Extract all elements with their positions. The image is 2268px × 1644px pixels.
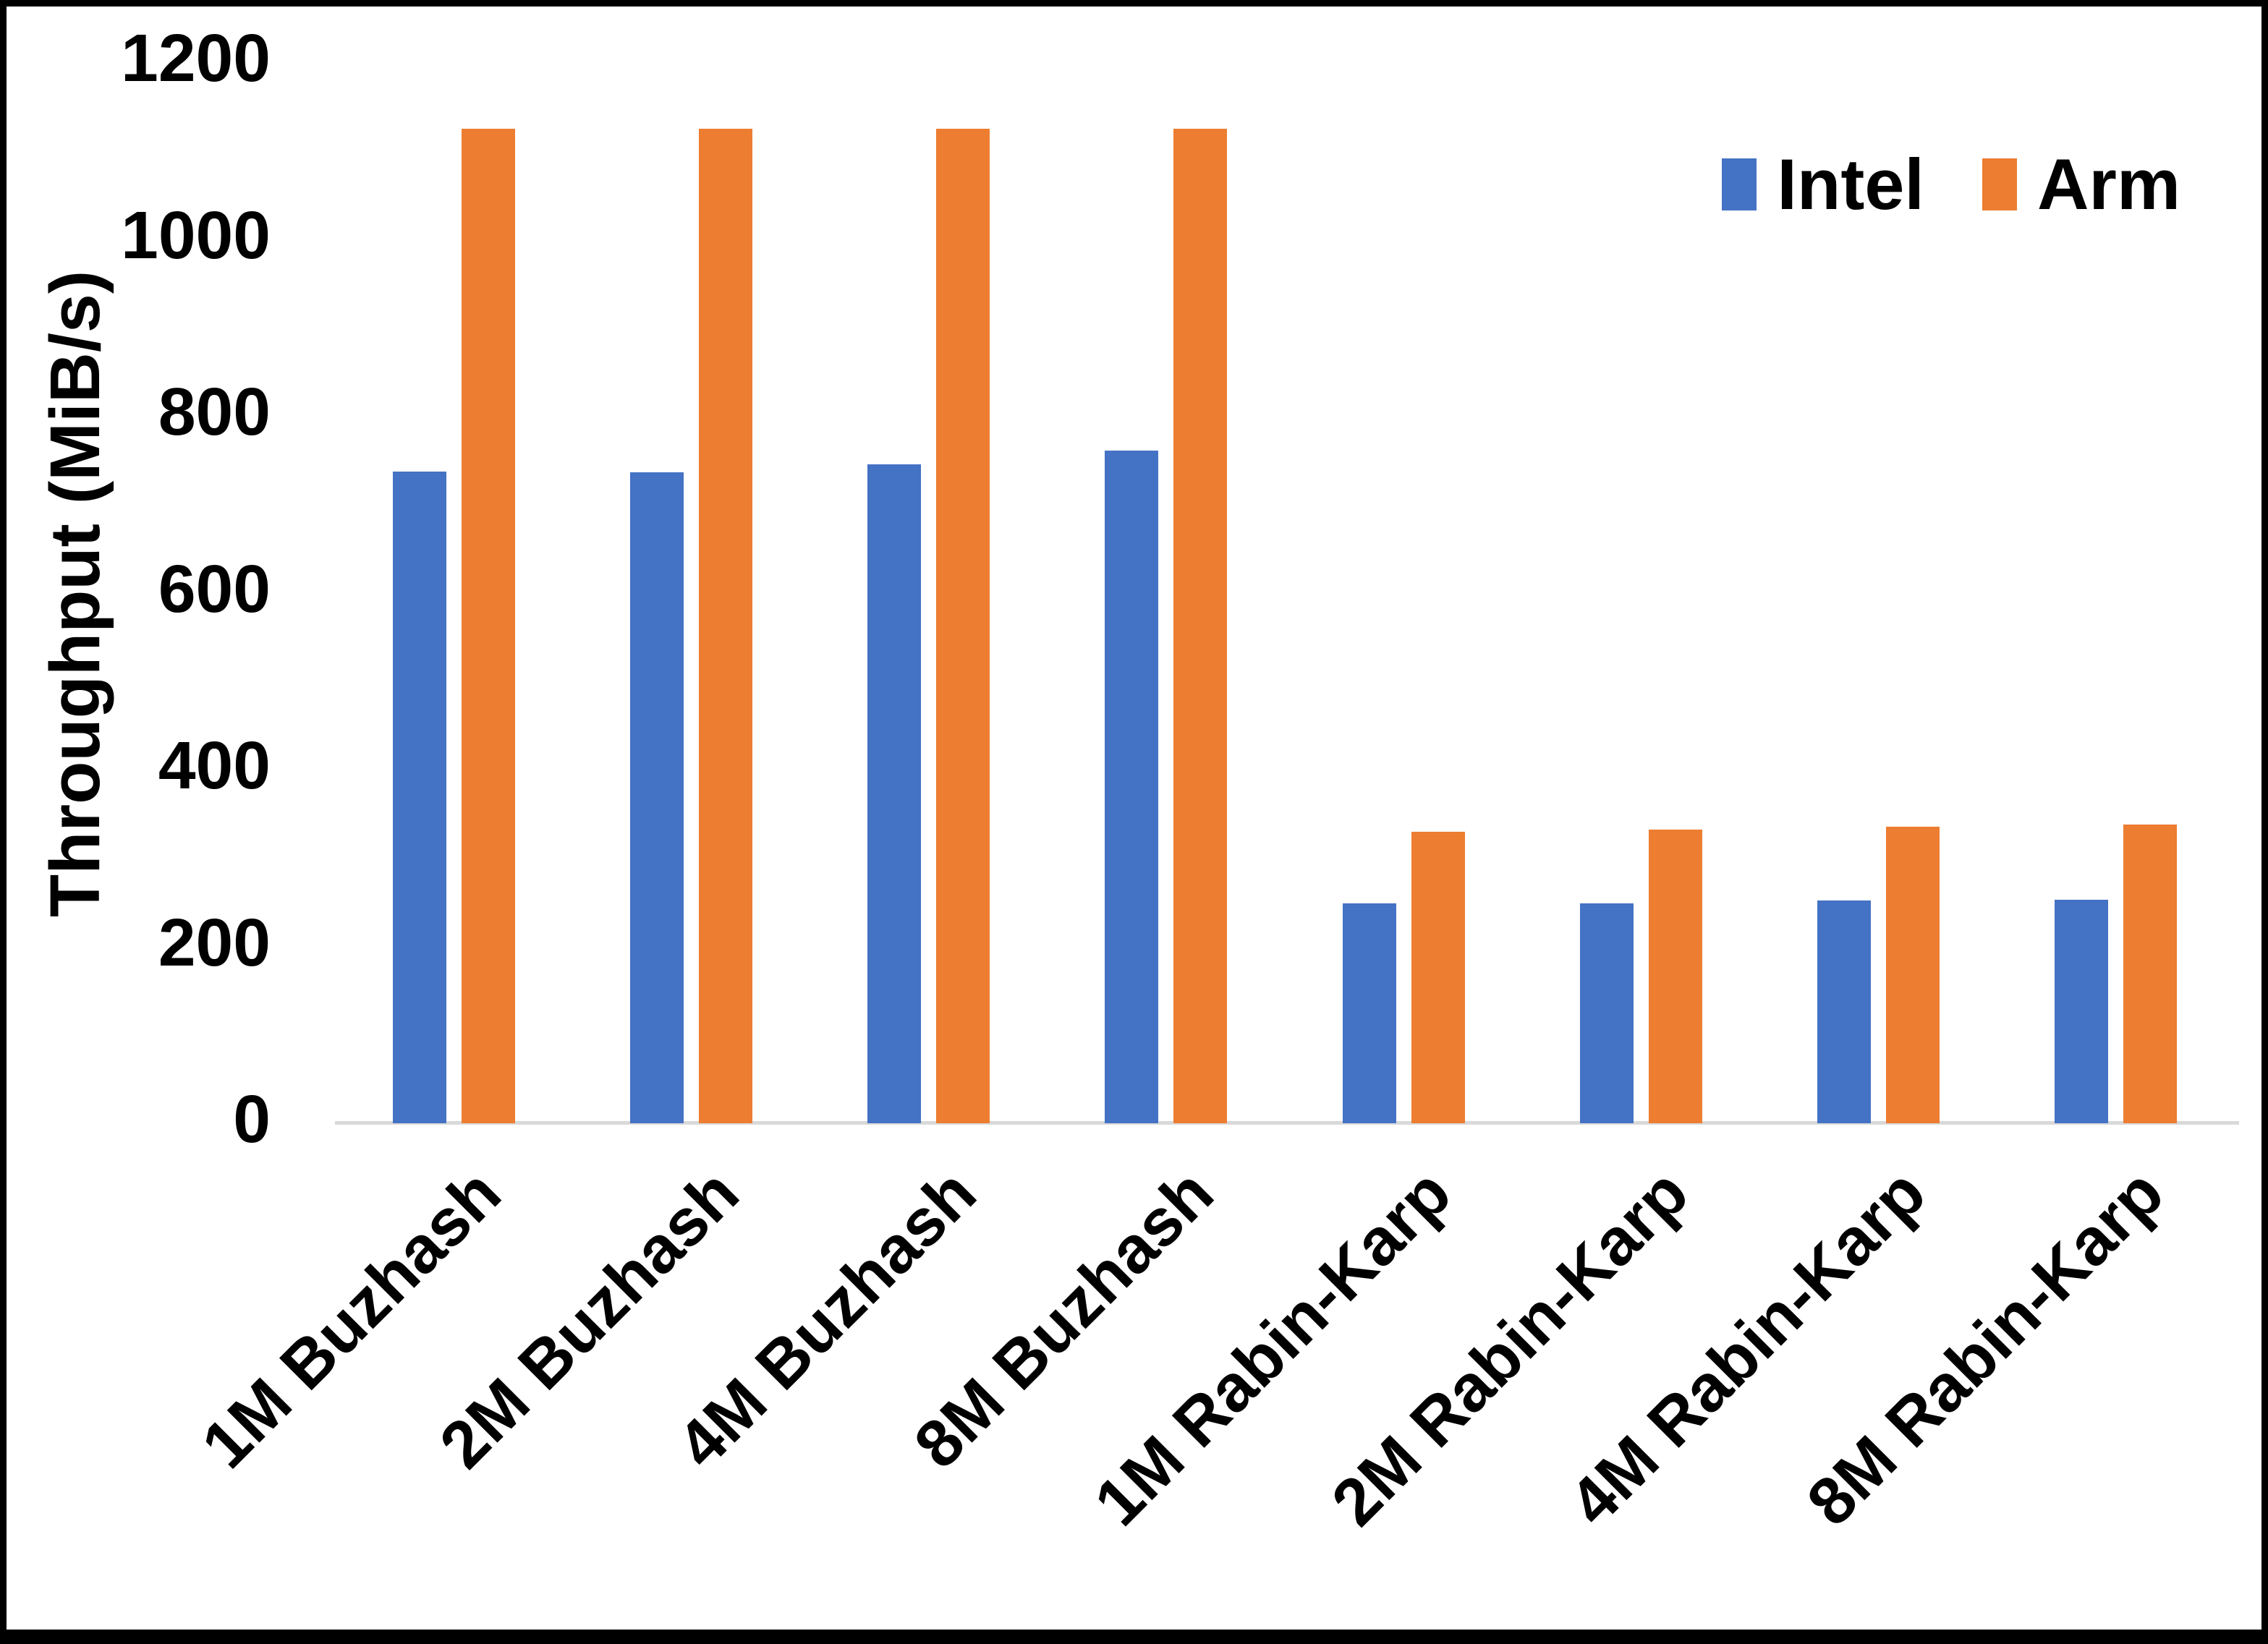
y-tick-label: 600: [158, 550, 271, 626]
bar-arm-4m-rabin-karp: [1886, 827, 1940, 1123]
legend-label-arm: Arm: [2036, 144, 2180, 224]
y-tick-label: 1200: [121, 20, 271, 96]
bar-intel-1m-rabin-karp: [1342, 903, 1396, 1123]
y-tick-label: 200: [158, 904, 271, 980]
bar-arm-8m-buzhash: [1173, 128, 1228, 1123]
legend-swatch-intel-icon: [1722, 158, 1757, 210]
legend-item-arm: Arm: [1982, 148, 2180, 220]
bar-intel-2m-rabin-karp: [1579, 903, 1634, 1123]
legend: Intel Arm: [1722, 148, 2180, 220]
bar-arm-2m-rabin-karp: [1648, 830, 1702, 1123]
y-tick-label: 800: [158, 374, 271, 450]
y-tick-label: 400: [158, 728, 271, 804]
bar-arm-1m-buzhash: [461, 128, 515, 1123]
x-axis-line: [335, 1121, 2239, 1125]
bar-arm-4m-buzhash: [936, 128, 990, 1123]
legend-label-intel: Intel: [1777, 144, 1924, 224]
bar-intel-4m-buzhash: [867, 464, 922, 1123]
bar-intel-8m-rabin-karp: [2055, 899, 2109, 1123]
y-tick-label: 1000: [121, 197, 271, 273]
bar-intel-1m-buzhash: [392, 472, 446, 1123]
bar-intel-4m-rabin-karp: [1817, 900, 1872, 1123]
bar-arm-8m-rabin-karp: [2123, 824, 2178, 1123]
y-tick-label: 0: [233, 1081, 271, 1157]
legend-item-intel: Intel: [1722, 148, 1924, 220]
bar-arm-2m-buzhash: [698, 128, 752, 1123]
bar-intel-2m-buzhash: [629, 472, 684, 1123]
bar-intel-8m-buzhash: [1105, 450, 1159, 1123]
bar-arm-1m-rabin-karp: [1411, 831, 1465, 1123]
legend-swatch-arm-icon: [1982, 158, 2017, 210]
